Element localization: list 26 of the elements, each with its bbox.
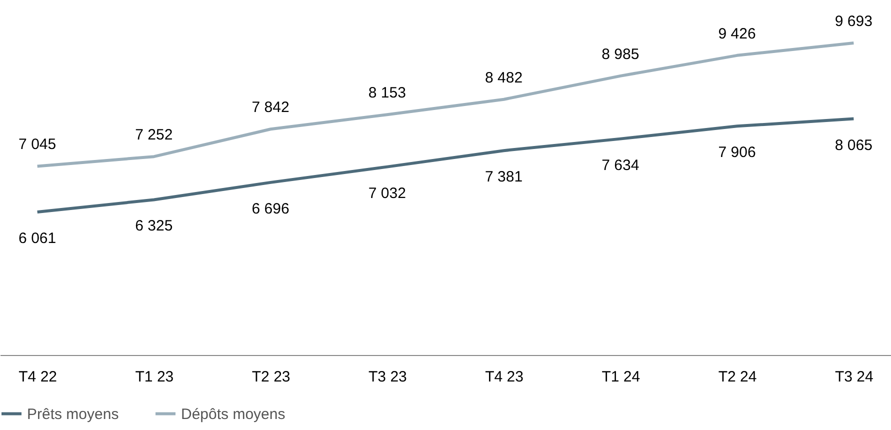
data-label: 7 045 xyxy=(18,136,56,154)
data-label: 9 693 xyxy=(834,13,872,30)
data-label: 7 032 xyxy=(368,184,406,202)
x-tick-label: T4 23 xyxy=(485,368,524,386)
data-label: 7 842 xyxy=(252,99,290,116)
x-tick-label: T4 22 xyxy=(18,368,57,386)
data-label: 7 634 xyxy=(602,156,640,174)
x-tick-label: T2 24 xyxy=(718,368,757,386)
data-label: 6 061 xyxy=(18,230,56,247)
legend-label: Dépôts moyens xyxy=(181,406,286,423)
x-tick-label: T1 24 xyxy=(602,368,640,386)
data-label: 8 985 xyxy=(602,46,640,63)
legend-label: Prêts moyens xyxy=(27,406,119,423)
x-tick-label: T3 24 xyxy=(835,368,874,386)
data-label: 8 065 xyxy=(834,136,872,154)
data-label: 7 252 xyxy=(135,126,173,144)
data-label: 6 696 xyxy=(252,200,290,218)
data-label: 9 426 xyxy=(718,25,756,42)
x-tick-label: T1 23 xyxy=(135,368,174,386)
data-label: 7 906 xyxy=(718,144,756,162)
data-label: 7 381 xyxy=(485,168,523,186)
x-tick-label: T2 23 xyxy=(252,368,290,386)
x-tick-label: T3 23 xyxy=(368,368,407,386)
data-label: 8 482 xyxy=(485,69,523,86)
data-label: 6 325 xyxy=(135,218,173,235)
data-label: 8 153 xyxy=(368,84,406,102)
